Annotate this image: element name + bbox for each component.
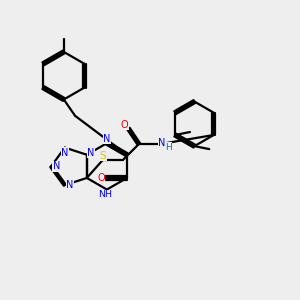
Text: H: H: [165, 142, 172, 152]
Text: N: N: [158, 138, 165, 148]
Text: N: N: [87, 148, 94, 158]
Text: O: O: [97, 173, 105, 183]
Text: N: N: [66, 180, 74, 190]
Text: O: O: [121, 120, 128, 130]
Text: NH: NH: [98, 190, 112, 200]
Text: N: N: [52, 161, 60, 171]
Text: N: N: [103, 134, 111, 144]
Text: N: N: [61, 148, 68, 158]
Text: S: S: [100, 151, 106, 160]
